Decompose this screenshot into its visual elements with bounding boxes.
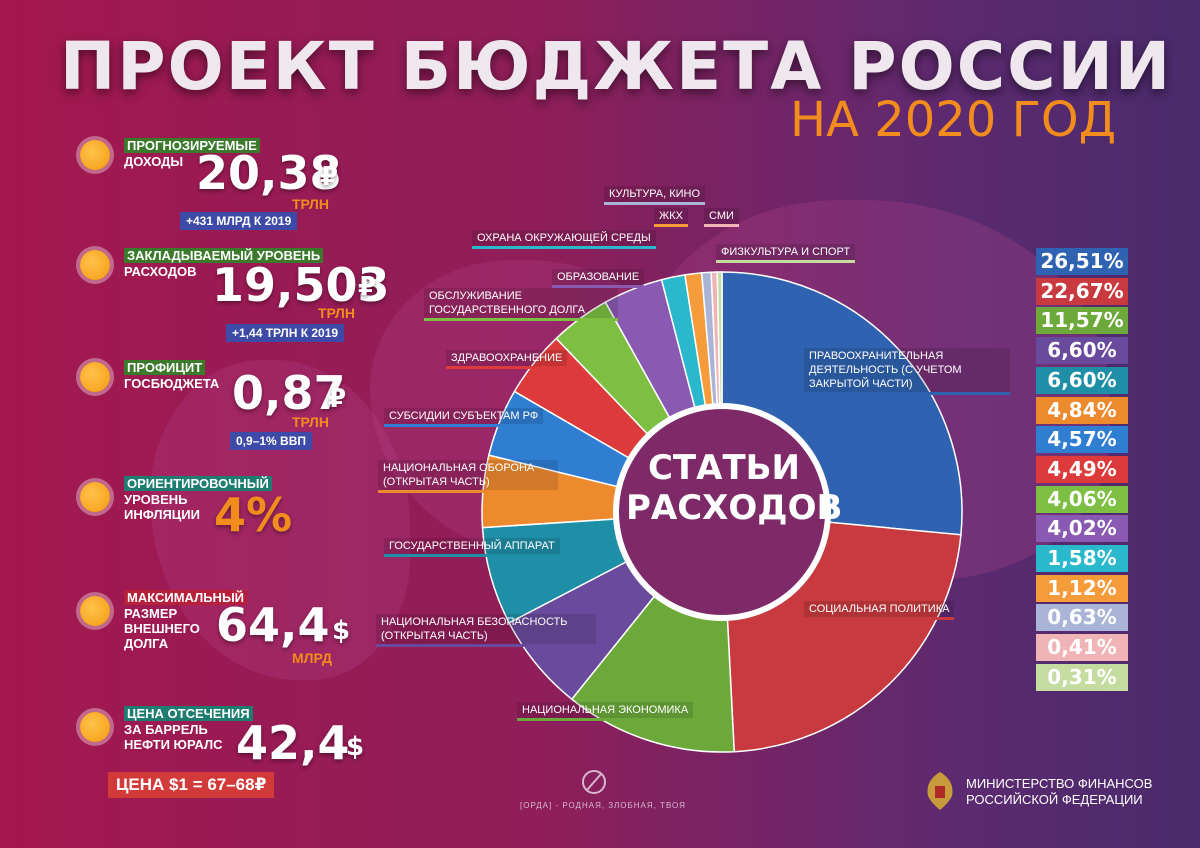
stat-label-highlight: ОРИЕНТИРОВОЧНЫЙ [124,476,272,491]
category-label: ОХРАНА ОКРУЖАЮЩЕЙ СРЕДЫ [472,230,656,249]
footer-credit: [ОРДА] - РОДНАЯ, ЗЛОБНАЯ, ТВОЯ [520,801,686,810]
category-label: НАЦИОНАЛЬНАЯ ОБОРОНА (ОТКРЫТАЯ ЧАСТЬ) [378,460,558,493]
currency-icon: $ [346,732,365,762]
category-label: ОБСЛУЖИВАНИЕ ГОСУДАРСТВЕННОГО ДОЛГА [424,288,618,321]
percentage-label: 6,60% [1036,337,1128,365]
percentage-label: 0,63% [1036,604,1128,632]
stat-note: 0,9–1% ВВП [230,432,312,450]
currency-icon: ₽ [328,384,347,414]
category-label: СОЦИАЛЬНАЯ ПОЛИТИКА [804,601,955,620]
currency-icon: $ [332,616,351,646]
stat-value: 4% [214,488,293,542]
category-label: СУБСИДИИ СУБЪЕКТАМ РФ [384,408,544,427]
category-label: НАЦИОНАЛЬНАЯ БЕЗОПАСНОСТЬ (ОТКРЫТАЯ ЧАСТ… [376,614,596,647]
category-label: ГОСУДАРСТВЕННЫЙ АППАРАТ [384,538,560,557]
stat-unit: ТРЛН [318,305,355,321]
bullet-icon [80,596,110,626]
stat-value: 42,4 [236,716,350,770]
stat-value: 0,87 [232,366,346,420]
donut-center-label: СТАТЬИ РАСХОДОВ [626,448,843,528]
percentage-label: 11,57% [1036,307,1128,335]
donut-center [613,403,831,621]
stat-label: УРОВЕНЬ ИНФЛЯЦИИ [124,492,200,522]
bullet-icon [80,140,110,170]
stat-value: 64,4 [216,598,330,652]
percentage-label: 26,51% [1036,248,1128,275]
map-shape [150,360,410,680]
percentage-label: 4,84% [1036,396,1128,424]
stat-note: +431 МЛРД К 2019 [180,212,298,230]
bullet-icon [80,482,110,512]
stat-unit: ТРЛН [292,196,329,212]
page-subtitle: НА 2020 ГОД [790,92,1117,148]
category-label: ЗДРАВООХРАНЕНИЕ [446,350,568,369]
orda-logo-icon [582,770,606,794]
currency-icon: ₽ [320,162,339,192]
category-label: ФИЗКУЛЬТУРА И СПОРТ [716,244,856,263]
stat-label-highlight: МАКСИМАЛЬНЫЙ [124,590,248,605]
stat-label: РАСХОДОВ [124,264,197,279]
percentage-label: 4,06% [1036,485,1128,513]
percentage-label: 6,60% [1036,366,1128,394]
category-label: ЖКХ [654,208,688,227]
stat-value: 20,38 [196,146,342,200]
stat-label-highlight: ПРОГНОЗИРУЕМЫЕ [124,138,260,153]
category-label: КУЛЬТУРА, КИНО [604,186,706,205]
percentage-label: 0,31% [1036,663,1128,691]
category-label: СМИ [704,208,739,227]
stat-label: РАЗМЕР ВНЕШНЕГО ДОЛГА [124,606,200,651]
stat-label-highlight: ЗАКЛАДЫВАЕМЫЙ УРОВЕНЬ [124,248,324,263]
category-label: ПРАВООХРАНИТЕЛЬНАЯ ДЕЯТЕЛЬНОСТЬ (С УЧЕТО… [804,348,1010,395]
percentage-label: 1,58% [1036,545,1128,572]
russian-coat-of-arms-icon [927,772,953,810]
category-label: ОБРАЗОВАНИЕ [552,269,645,288]
exchange-rate-note: ЦЕНА $1 = 67–68₽ [108,772,275,798]
stat-label: ГОСБЮДЖЕТА [124,376,220,391]
ministry-name: МИНИСТЕРСТВО ФИНАНСОВ РОССИЙСКОЙ ФЕДЕРАЦ… [966,776,1153,807]
stat-label: ЗА БАРРЕЛЬ НЕФТИ ЮРАЛС [124,722,223,752]
percentage-label: 0,41% [1036,634,1128,662]
stat-unit: МЛРД [292,650,332,666]
percentage-label: 4,57% [1036,426,1128,454]
stat-note: +1,44 ТРЛН К 2019 [226,324,345,342]
category-label: НАЦИОНАЛЬНАЯ ЭКОНОМИКА [517,702,694,721]
bullet-icon [80,362,110,392]
stat-label: ДОХОДЫ [124,154,184,169]
stat-label-highlight: ЦЕНА ОТСЕЧЕНИЯ [124,706,253,721]
percentage-label: 4,49% [1036,455,1128,483]
currency-icon: ₽ [358,272,377,302]
stat-unit: ТРЛН [292,414,329,430]
bullet-icon [80,250,110,280]
page-title: ПРОЕКТ БЮДЖЕТА РОССИИ [60,28,1173,105]
bullet-icon [80,712,110,742]
stat-label-highlight: ПРОФИЦИТ [124,360,206,375]
percentage-label: 1,12% [1036,574,1128,602]
percentage-label: 4,02% [1036,515,1128,543]
percentage-label: 22,67% [1036,277,1128,305]
stat-value: 19,503 [212,258,390,312]
